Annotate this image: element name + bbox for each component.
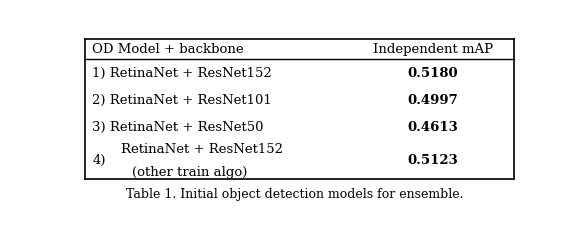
Text: 0.5123: 0.5123 <box>407 154 458 167</box>
Text: 1) RetinaNet + ResNet152: 1) RetinaNet + ResNet152 <box>92 67 272 80</box>
Text: Independent mAP: Independent mAP <box>373 43 492 56</box>
Text: 4): 4) <box>92 154 105 167</box>
Text: 0.4613: 0.4613 <box>407 121 458 134</box>
Text: OD Model + backbone: OD Model + backbone <box>92 43 244 56</box>
Text: Table 1. Initial object detection models for ensemble.: Table 1. Initial object detection models… <box>127 187 464 200</box>
Text: (other train algo): (other train algo) <box>132 165 248 178</box>
Text: RetinaNet + ResNet152: RetinaNet + ResNet152 <box>121 142 283 155</box>
Text: 0.4997: 0.4997 <box>407 94 458 107</box>
Text: 3) RetinaNet + ResNet50: 3) RetinaNet + ResNet50 <box>92 121 264 134</box>
Text: 2) RetinaNet + ResNet101: 2) RetinaNet + ResNet101 <box>92 94 272 107</box>
Text: 0.5180: 0.5180 <box>407 67 458 80</box>
